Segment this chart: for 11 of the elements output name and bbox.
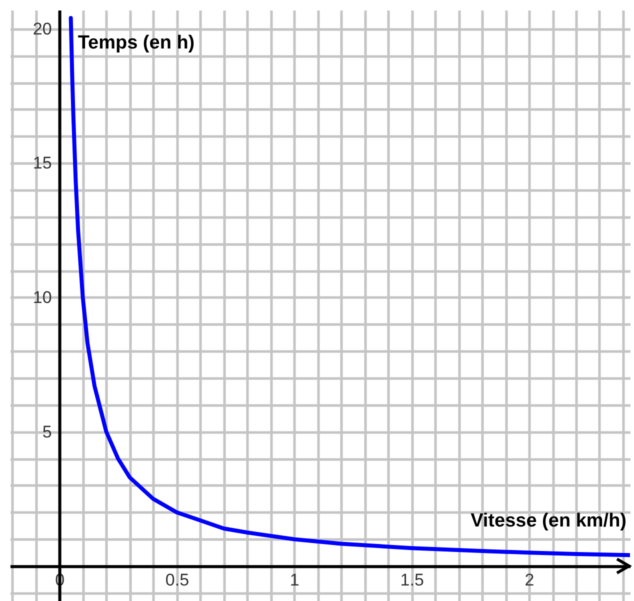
y-tick-label: 20 — [32, 19, 52, 38]
x-tick-label: 1.5 — [400, 570, 424, 590]
x-tick-label: 1 — [290, 570, 300, 590]
y-tick-label: 10 — [32, 288, 52, 307]
x-tick-label: 0.5 — [165, 570, 190, 590]
line-series — [68, 16, 630, 558]
y-axis-title: Temps (en h) — [78, 32, 195, 54]
x-tick-label: 2 — [524, 570, 534, 590]
y-tick-label: 5 — [42, 422, 52, 442]
x-axis-title: Vitesse (en km/h) — [470, 510, 626, 532]
y-tick-label: 15 — [32, 154, 52, 173]
